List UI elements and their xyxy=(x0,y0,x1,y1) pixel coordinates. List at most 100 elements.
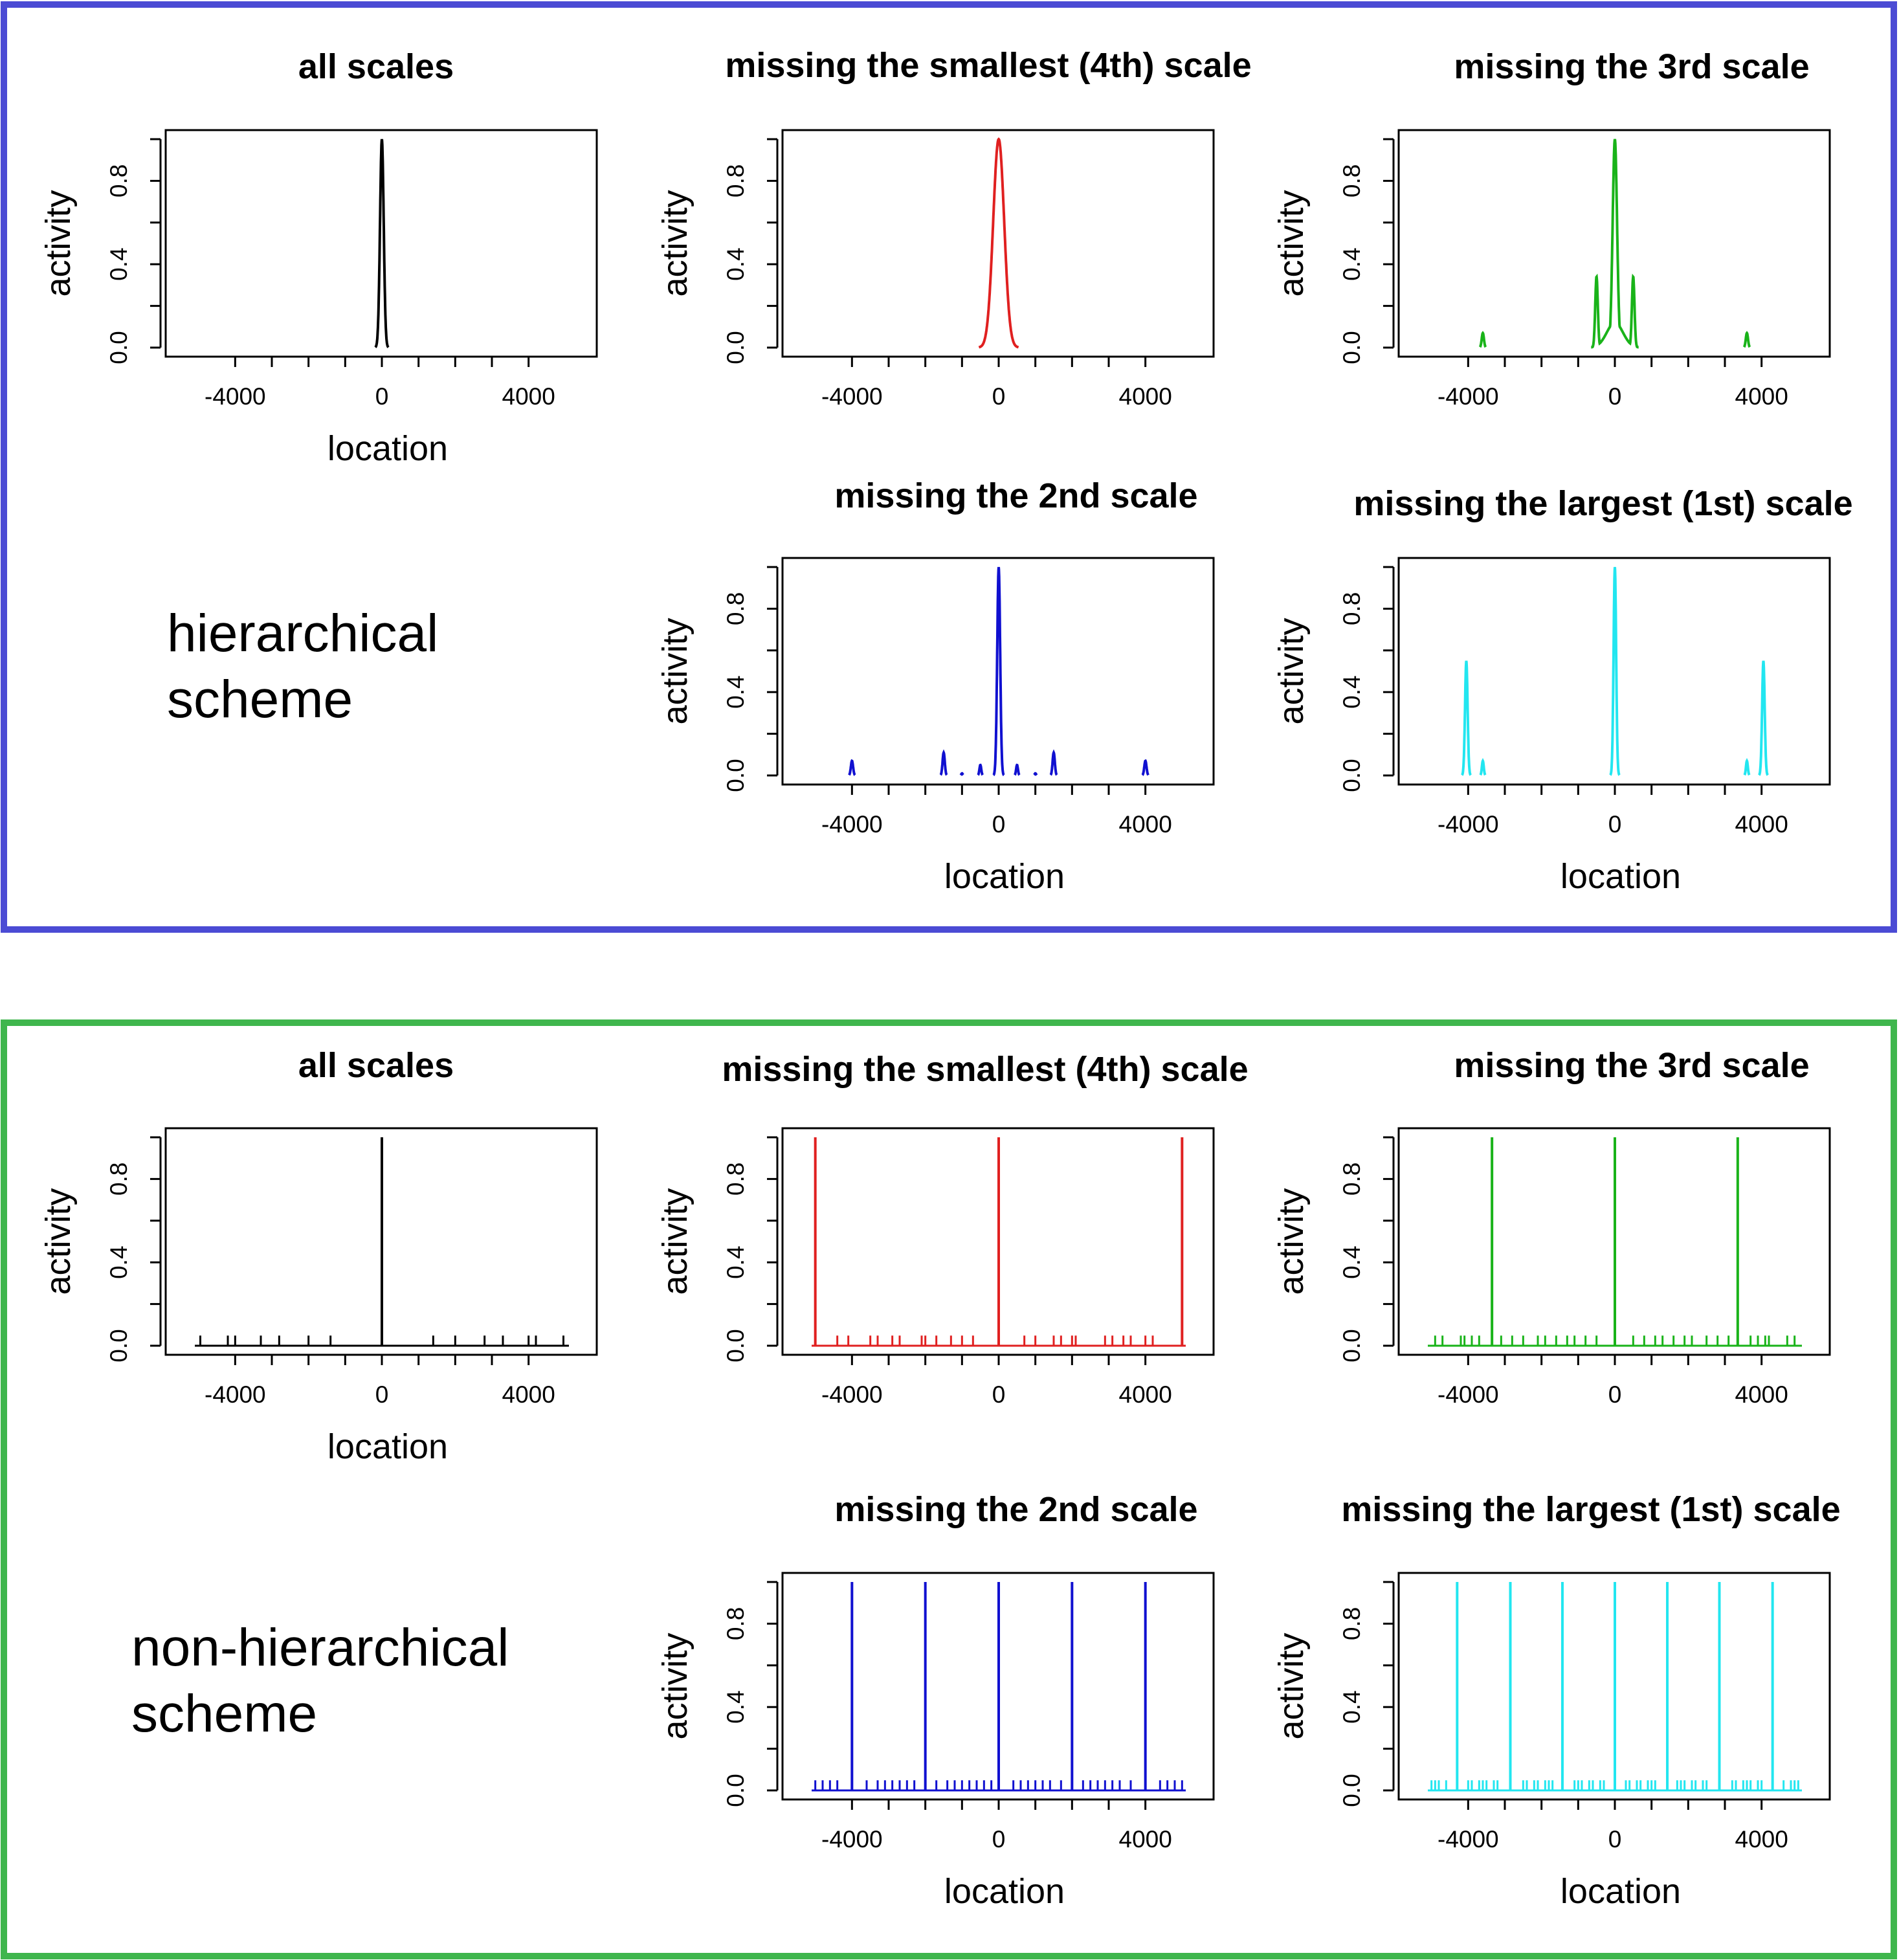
plot-title: missing the largest (1st) scale xyxy=(1341,1490,1840,1529)
plot-title: all scales xyxy=(298,1046,454,1085)
x-tick-label: 0 xyxy=(992,1826,1006,1853)
y-tick-label: 0.0 xyxy=(1338,759,1365,792)
x-tick-label: 4000 xyxy=(1735,1826,1788,1853)
x-axis-title: location xyxy=(1560,857,1681,896)
activity-curve xyxy=(1141,759,1149,776)
subplot: missing the largest (1st) scale -4000 0 400… xyxy=(1272,1490,1841,1911)
activity-curve xyxy=(1609,566,1621,776)
activity-curve xyxy=(1033,772,1038,776)
y-tick-label: 0.8 xyxy=(106,1163,132,1196)
y-tick-label: 0.0 xyxy=(722,331,749,364)
y-tick-label: 0.4 xyxy=(722,1690,749,1723)
x-tick-label: 4000 xyxy=(502,383,555,410)
activity-curve xyxy=(992,566,1005,777)
y-axis-title: activity xyxy=(656,190,694,296)
x-tick-label: 4000 xyxy=(502,1381,555,1408)
activity-curve xyxy=(1758,660,1769,776)
y-axis-title: activity xyxy=(1272,190,1311,296)
plot-title: missing the 3rd scale xyxy=(1454,1046,1809,1085)
y-axis-title: activity xyxy=(656,1188,694,1295)
activity-curve xyxy=(1479,758,1487,776)
y-tick-label: 0.8 xyxy=(1338,1607,1365,1640)
subplot: missing the 2nd scale -4000 0 4000 location 0… xyxy=(656,476,1215,896)
y-tick-label: 0.8 xyxy=(722,1163,749,1196)
activity-curve xyxy=(977,763,984,776)
x-tick-label: 4000 xyxy=(1119,1826,1172,1853)
y-tick-label: 0.0 xyxy=(106,331,132,364)
y-tick-label: 0.0 xyxy=(1338,331,1365,364)
activity-curve xyxy=(848,759,856,776)
x-tick-label: -4000 xyxy=(1438,1826,1499,1853)
subplot: missing the smallest (4th) scale -4000 0 40… xyxy=(656,1050,1249,1408)
subplot: missing the smallest (4th) scale -4000 0 40… xyxy=(656,46,1252,410)
x-tick-label: 0 xyxy=(375,383,389,410)
y-tick-label: 0.4 xyxy=(1338,675,1365,708)
x-tick-label: -4000 xyxy=(1438,811,1499,838)
x-tick-label: 0 xyxy=(992,1381,1006,1408)
x-axis-title: location xyxy=(1560,1872,1681,1911)
subplot: all scales -4000 0 4000 location 0.0 0.4 0.8 act… xyxy=(39,1046,598,1466)
y-tick-label: 0.8 xyxy=(722,592,749,625)
activity-curve xyxy=(374,139,390,348)
x-axis-title: location xyxy=(328,1427,448,1466)
y-tick-label: 0.4 xyxy=(1338,247,1365,280)
y-axis-title: activity xyxy=(656,618,694,724)
x-tick-label: 0 xyxy=(1608,1826,1622,1853)
x-axis-title: location xyxy=(328,429,448,468)
y-tick-label: 0.0 xyxy=(722,759,749,792)
scheme-label: scheme xyxy=(167,670,353,729)
plot-title: missing the 2nd scale xyxy=(834,1490,1197,1529)
y-tick-label: 0.4 xyxy=(722,247,749,280)
x-tick-label: 4000 xyxy=(1735,1381,1788,1408)
y-axis-title: activity xyxy=(1272,1188,1311,1295)
x-tick-label: 4000 xyxy=(1735,383,1788,410)
x-tick-label: 0 xyxy=(1608,811,1622,838)
x-tick-label: 0 xyxy=(375,1381,389,1408)
activity-curve xyxy=(1049,749,1058,776)
y-tick-label: 0.0 xyxy=(722,1774,749,1807)
x-tick-label: -4000 xyxy=(821,811,883,838)
plot-title: missing the 3rd scale xyxy=(1454,47,1809,86)
y-axis-title: activity xyxy=(1272,618,1311,724)
y-tick-label: 0.4 xyxy=(106,1245,132,1278)
scheme-label: hierarchical xyxy=(167,604,438,663)
x-tick-label: -4000 xyxy=(821,1381,883,1408)
activity-curve xyxy=(1591,139,1639,349)
y-tick-label: 0.4 xyxy=(106,247,132,280)
y-tick-label: 0.4 xyxy=(722,675,749,708)
y-tick-label: 0.8 xyxy=(1338,164,1365,197)
panel-frame xyxy=(1,1,1897,933)
scheme-label: non-hierarchical xyxy=(131,1618,509,1677)
plot-title: missing the smallest (4th) scale xyxy=(725,46,1251,85)
y-tick-label: 0.0 xyxy=(1338,1329,1365,1362)
x-axis-title: location xyxy=(944,1872,1065,1911)
plot-title: missing the largest (1st) scale xyxy=(1353,484,1852,523)
x-tick-label: -4000 xyxy=(205,1381,266,1408)
y-tick-label: 0.4 xyxy=(722,1245,749,1278)
y-tick-label: 0.0 xyxy=(722,1329,749,1362)
x-tick-label: -4000 xyxy=(205,383,266,410)
x-tick-label: -4000 xyxy=(821,1826,883,1853)
plot-title: all scales xyxy=(298,47,454,86)
activity-curve xyxy=(1742,331,1751,348)
x-tick-label: -4000 xyxy=(1438,383,1499,410)
y-tick-label: 0.0 xyxy=(106,1329,132,1362)
y-axis-title: activity xyxy=(39,190,78,296)
x-axis-title: location xyxy=(944,857,1065,896)
panel-frame xyxy=(1,1019,1897,1959)
subplot: missing the 3rd scale -4000 0 4000 0.0 0.4 0.8… xyxy=(1272,47,1831,410)
activity-curve xyxy=(959,772,964,776)
y-axis-title: activity xyxy=(1272,1632,1311,1739)
x-tick-label: 4000 xyxy=(1119,1381,1172,1408)
activity-curve xyxy=(1743,758,1751,776)
hierarchical-panel: hierarchical scheme all scales -4000 0 4000 lo… xyxy=(1,1,1897,933)
subplot: missing the largest (1st) scale -4000 0 400… xyxy=(1272,484,1853,896)
activity-curve xyxy=(978,137,1019,349)
y-tick-label: 0.0 xyxy=(1338,1774,1365,1807)
x-tick-label: -4000 xyxy=(1438,1381,1499,1408)
scheme-label: scheme xyxy=(131,1684,317,1743)
x-tick-label: 4000 xyxy=(1735,811,1788,838)
activity-curve xyxy=(1478,331,1487,348)
plot-frame xyxy=(781,129,1215,358)
